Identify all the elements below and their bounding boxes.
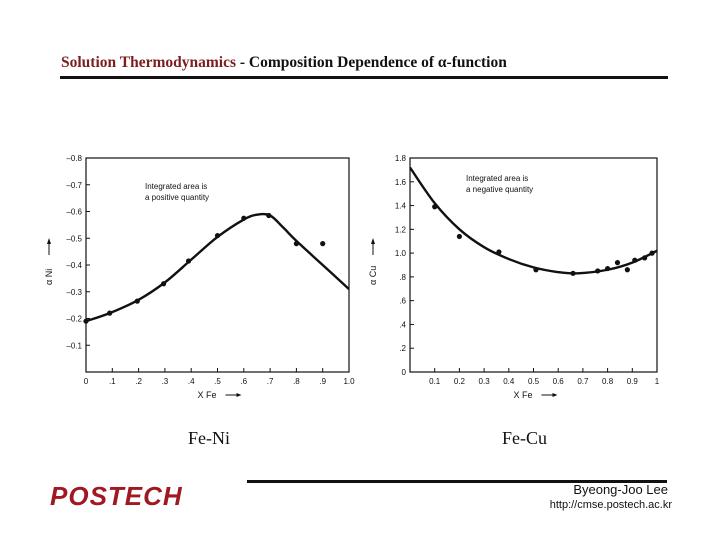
x-tick-label: 0.2 [454,377,466,386]
x-tick-label: 0.5 [528,377,540,386]
data-point [496,249,502,255]
data-point [614,260,621,266]
x-tick-label: 0.9 [627,377,639,386]
data-point [595,268,601,274]
y-axis-arrowhead [371,238,375,244]
x-tick-label: .5 [214,377,221,386]
x-tick-label: .9 [319,377,326,386]
caption-fe-ni: Fe-Ni [188,428,230,448]
data-point [134,298,140,304]
x-tick-label: .6 [240,377,247,386]
data-point [605,265,611,272]
x-tick-label: 0.1 [429,377,441,386]
data-point [649,250,655,256]
chart-fe-cu: 0.1 0.2 0.3 0.4 0.5 0.6 0.7 0.8 0.9 11.81.61.41.2… [368,154,660,400]
y-tick-label: 1.4 [395,202,407,211]
postech-logo: POSTECH [50,482,183,511]
data-point [185,258,192,264]
data-point [160,281,167,287]
annotation-line: a negative quantity [466,185,533,194]
top-rule [60,76,668,79]
annotation-line: Integrated area is [145,182,207,191]
x-tick-label: .3 [162,377,169,386]
fit-curve [410,166,657,275]
data-point [632,257,638,263]
y-axis-label: α Ni [44,269,54,285]
plot-frame [85,157,350,373]
data-point [456,233,462,240]
data-point [214,232,221,239]
y-tick-label: –0.1 [66,341,82,350]
data-point [320,241,326,247]
data-point [293,241,299,247]
data-point [533,267,539,273]
x-axis-label: X Fe [198,390,217,400]
bottom-rule [247,480,667,483]
data-point [570,270,576,276]
y-tick-label: .2 [399,344,406,353]
x-axis-arrowhead [236,393,242,397]
slide-title: Solution Thermodynamics - Composition De… [61,54,507,72]
x-tick-label: .1 [109,377,116,386]
y-tick-label: .8 [399,273,406,282]
data-point [624,267,630,273]
title-rest: - Composition Dependence of α-function [235,54,507,71]
y-tick-label: –0.3 [66,288,82,297]
x-axis-label: X Fe [514,390,533,400]
x-axis-arrowhead [552,393,558,397]
y-tick-label: 0 [402,368,407,377]
logo-text: POSTECH [50,482,183,511]
data-point [83,318,89,324]
y-tick-label: –0.6 [66,208,82,217]
x-tick-label: 0.7 [577,377,589,386]
chart-fe-ni: 0 .1 .2 .3 .4 .5 .6 .7 .8 .9 1.0 –0.8 –0.7 –0.6 –0.5 –0… [44,154,355,400]
y-tick-label: 1.0 [395,249,407,258]
x-tick-label: 0.3 [479,377,491,386]
x-tick-label: 0.6 [553,377,565,386]
x-tick-label: .7 [267,377,274,386]
x-tick-label: 1.0 [343,377,355,386]
plot-frame [409,157,658,373]
data-point [642,255,648,261]
fit-curve [86,212,349,323]
x-tick-label: 1 [655,377,660,386]
y-axis-arrowhead [47,238,51,244]
data-point [266,212,272,219]
x-tick-label: 0 [84,377,89,386]
annotation-line: a positive quantity [145,193,209,202]
annotation-line: Integrated area is [466,174,528,183]
x-tick-label: .2 [135,377,142,386]
caption-fe-cu: Fe-Cu [502,428,547,448]
author-url: http://cmse.postech.ac.kr [549,499,672,511]
y-tick-label: –0.4 [66,261,82,270]
x-tick-label: .8 [293,377,300,386]
y-tick-label: –0.2 [66,315,82,324]
data-point [241,215,247,221]
y-tick-label: 1.8 [395,154,407,163]
y-tick-label: 1.2 [395,225,407,234]
y-tick-label: –0.5 [66,234,82,243]
data-point [432,204,438,210]
y-tick-label: –0.7 [66,181,82,190]
y-tick-label: .6 [399,297,406,306]
data-point [107,310,113,316]
y-tick-label: –0.8 [66,154,82,163]
title-main: Solution Thermodynamics [61,54,236,71]
y-axis-label: α Cu [368,266,378,285]
author-name: Byeong-Joo Lee [573,482,668,497]
y-tick-label: .4 [399,320,406,329]
x-tick-label: 0.8 [602,377,614,386]
x-tick-label: 0.4 [503,377,515,386]
y-tick-label: 1.6 [395,178,407,187]
x-tick-label: .4 [188,377,195,386]
